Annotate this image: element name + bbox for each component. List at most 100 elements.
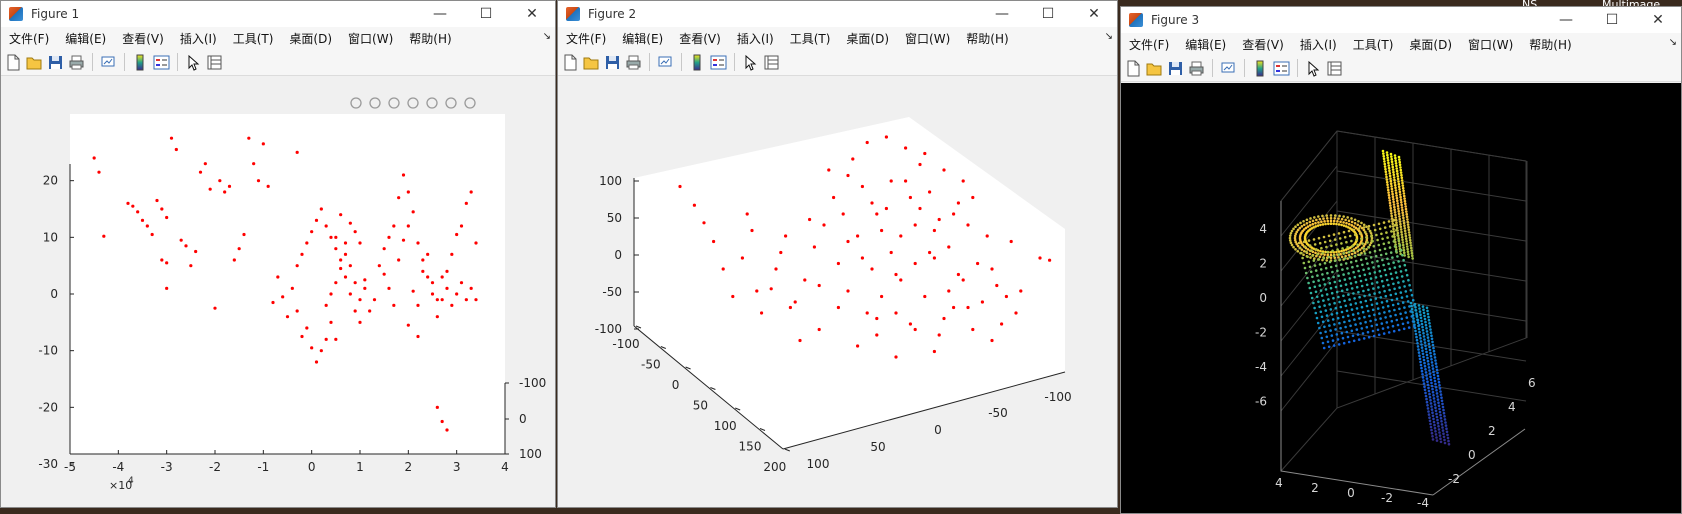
data-point <box>1333 238 1337 241</box>
link-plot-icon[interactable] <box>100 54 117 71</box>
data-point <box>1334 285 1338 289</box>
data-tip-icon[interactable] <box>368 95 383 110</box>
data-point <box>1424 394 1428 398</box>
zoom-in-icon[interactable] <box>425 95 440 110</box>
edit-plot-icon[interactable] <box>1305 60 1322 77</box>
save-icon[interactable] <box>604 54 621 71</box>
property-inspector-icon[interactable] <box>1326 60 1343 77</box>
menu-tools[interactable]: 工具(T) <box>232 31 274 46</box>
maximize-button[interactable]: ☐ <box>479 6 493 22</box>
print-icon[interactable] <box>68 54 85 71</box>
menu-insert[interactable]: 插入(I) <box>736 31 774 46</box>
zoom-out-icon[interactable] <box>444 95 459 110</box>
title-bar[interactable]: Figure 1 — ☐ ✕ <box>1 1 555 27</box>
save-icon[interactable] <box>1167 60 1184 77</box>
save-icon[interactable] <box>47 54 64 71</box>
menu-edit[interactable]: 编辑(E) <box>65 31 107 46</box>
menu-insert[interactable]: 插入(I) <box>1299 37 1337 52</box>
menu-view[interactable]: 查看(V) <box>122 31 164 46</box>
link-plot-icon[interactable] <box>657 54 674 71</box>
insert-legend-icon[interactable] <box>153 54 170 71</box>
data-point <box>1445 430 1449 434</box>
menu-edit[interactable]: 编辑(E) <box>622 31 664 46</box>
menu-window[interactable]: 窗口(W) <box>905 31 951 46</box>
menu-file[interactable]: 文件(F) <box>566 31 607 46</box>
dock-arrow-icon[interactable]: ↘ <box>1668 37 1677 48</box>
new-file-icon[interactable] <box>1125 60 1142 77</box>
data-point <box>1289 241 1293 244</box>
insert-colorbar-icon[interactable] <box>689 54 706 71</box>
data-point <box>1341 336 1345 340</box>
data-point <box>1337 343 1341 346</box>
figure-1-plot[interactable]: -5 -4 -3 -2 -1 0 1 2 3 4×10420100-10-20-30-100010… <box>1 77 556 508</box>
data-point <box>445 286 449 290</box>
insert-colorbar-icon[interactable] <box>132 54 149 71</box>
edit-plot-icon[interactable] <box>742 54 759 71</box>
edit-plot-icon[interactable] <box>185 54 202 71</box>
menu-help[interactable]: 帮助(H) <box>409 31 452 46</box>
menu-help[interactable]: 帮助(H) <box>1529 37 1572 52</box>
data-point <box>1315 218 1318 222</box>
insert-colorbar-icon[interactable] <box>1252 60 1269 77</box>
minimize-button[interactable]: — <box>1559 12 1573 28</box>
pan-icon[interactable] <box>406 95 421 110</box>
rotate-3d-icon[interactable] <box>387 95 402 110</box>
close-button[interactable]: ✕ <box>1088 6 1100 22</box>
close-button[interactable]: ✕ <box>526 6 538 22</box>
property-inspector-icon[interactable] <box>206 54 223 71</box>
data-point <box>1009 239 1013 244</box>
new-file-icon[interactable] <box>5 54 22 71</box>
menu-file[interactable]: 文件(F) <box>9 31 50 46</box>
open-folder-icon[interactable] <box>1146 60 1163 77</box>
menu-file[interactable]: 文件(F) <box>1129 37 1170 52</box>
menu-view[interactable]: 查看(V) <box>1242 37 1284 52</box>
insert-legend-icon[interactable] <box>710 54 727 71</box>
insert-legend-icon[interactable] <box>1273 60 1290 77</box>
maximize-button[interactable]: ☐ <box>1605 12 1619 28</box>
menu-insert[interactable]: 插入(I) <box>179 31 217 46</box>
title-bar[interactable]: Figure 3 — ☐ ✕ <box>1121 7 1681 33</box>
data-point <box>401 238 406 242</box>
data-point <box>1396 233 1399 237</box>
dock-arrow-icon[interactable]: ↘ <box>1104 31 1113 42</box>
data-point <box>1302 253 1305 257</box>
home-icon[interactable] <box>463 95 478 110</box>
new-file-icon[interactable] <box>562 54 579 71</box>
menu-window[interactable]: 窗口(W) <box>348 31 394 46</box>
open-folder-icon[interactable] <box>583 54 600 71</box>
menu-window[interactable]: 窗口(W) <box>1468 37 1514 52</box>
brush-icon[interactable] <box>349 95 364 110</box>
menu-tools[interactable]: 工具(T) <box>789 31 831 46</box>
data-point <box>1326 222 1330 226</box>
title-bar[interactable]: Figure 2 — ☐ ✕ <box>558 1 1117 27</box>
data-point <box>1393 154 1397 157</box>
minimize-button[interactable]: — <box>995 6 1009 22</box>
data-point <box>1327 255 1331 259</box>
data-point <box>1348 277 1352 280</box>
data-point <box>1371 261 1374 264</box>
menu-edit[interactable]: 编辑(E) <box>1185 37 1227 52</box>
minimize-button[interactable]: — <box>433 6 447 22</box>
print-icon[interactable] <box>1188 60 1205 77</box>
menu-view[interactable]: 查看(V) <box>679 31 721 46</box>
data-point <box>1393 211 1397 214</box>
menu-desktop[interactable]: 桌面(D) <box>289 31 333 46</box>
toolbar-separator <box>649 53 650 71</box>
dock-arrow-icon[interactable]: ↘ <box>542 31 551 42</box>
menu-desktop[interactable]: 桌面(D) <box>1409 37 1453 52</box>
close-button[interactable]: ✕ <box>1652 12 1664 28</box>
open-folder-icon[interactable] <box>26 54 43 71</box>
data-point <box>1294 225 1297 229</box>
data-point <box>305 326 309 330</box>
print-icon[interactable] <box>625 54 642 71</box>
menu-tools[interactable]: 工具(T) <box>1352 37 1394 52</box>
link-plot-icon[interactable] <box>1220 60 1237 77</box>
menu-help[interactable]: 帮助(H) <box>966 31 1009 46</box>
data-point <box>1396 204 1400 208</box>
maximize-button[interactable]: ☐ <box>1041 6 1055 22</box>
property-inspector-icon[interactable] <box>763 54 780 71</box>
menu-desktop[interactable]: 桌面(D) <box>846 31 890 46</box>
data-point <box>1438 387 1442 390</box>
